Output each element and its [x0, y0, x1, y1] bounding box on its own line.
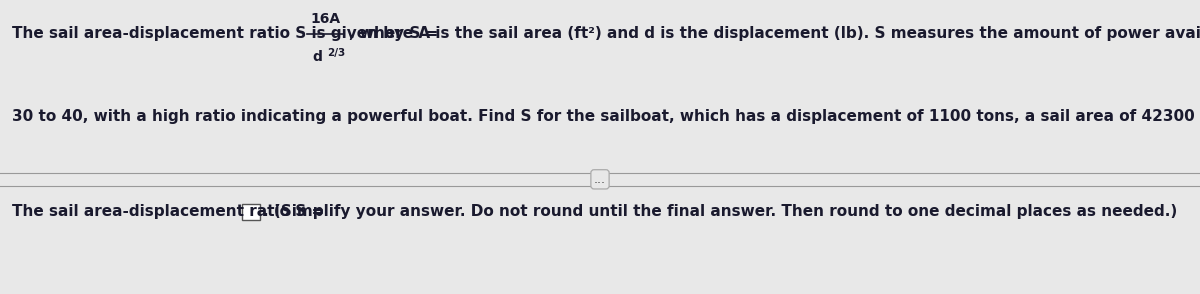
Text: 30 to 40, with a high ratio indicating a powerful boat. Find S for the sailboat,: 30 to 40, with a high ratio indicating a…	[12, 109, 1200, 124]
Text: The sail area-displacement ratio S is given by S =: The sail area-displacement ratio S is gi…	[12, 26, 438, 41]
Text: 2/3: 2/3	[326, 48, 346, 58]
Text: 16A: 16A	[310, 12, 340, 26]
Text: ...: ...	[594, 173, 606, 186]
Text: . (Simplify your answer. Do not round until the final answer. Then round to one : . (Simplify your answer. Do not round un…	[263, 204, 1177, 219]
Text: d: d	[312, 50, 322, 64]
Text: The sail area-displacement ratio S =: The sail area-displacement ratio S =	[12, 204, 324, 219]
Bar	[242, 204, 260, 220]
Text: , where A is the sail area (ft²) and d is the displacement (lb). S measures the : , where A is the sail area (ft²) and d i…	[349, 26, 1200, 41]
